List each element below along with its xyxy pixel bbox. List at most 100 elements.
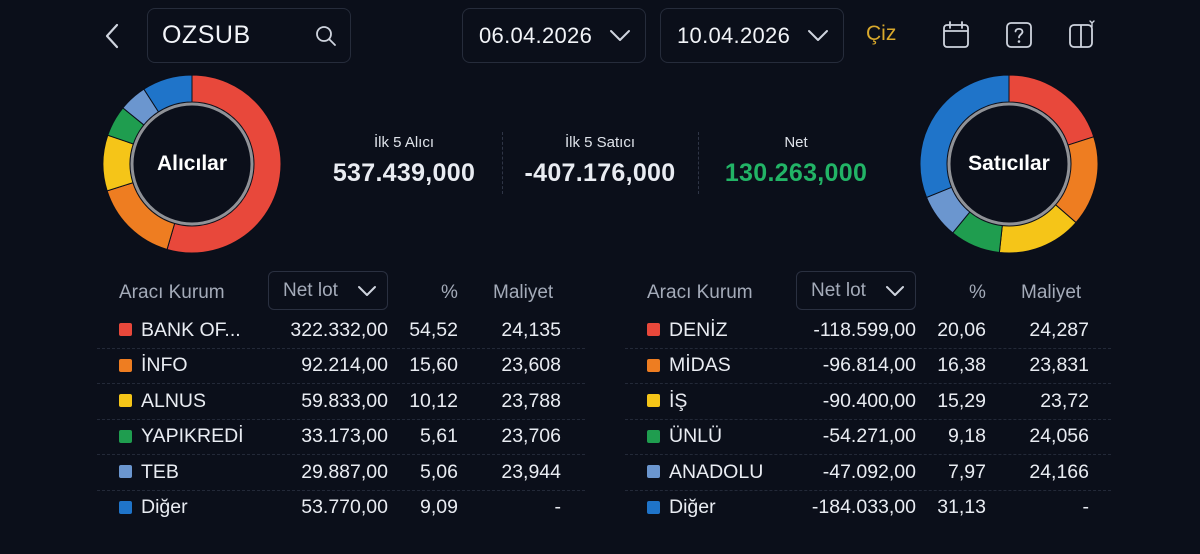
sellers-row-percent: 15,29 [937, 389, 986, 412]
layout-toggle-icon [1069, 20, 1095, 48]
buyers-donut-svg [102, 74, 282, 254]
search-icon[interactable] [314, 24, 338, 48]
buyers-donut-slice[interactable] [143, 74, 193, 113]
end-date-select[interactable]: 10.04.2026 [660, 8, 844, 63]
sellers-row-net-lot: -118.599,00 [813, 318, 916, 341]
buyers-donut-slice[interactable] [166, 74, 282, 254]
sellers-sort-select[interactable]: Net lot [796, 271, 916, 310]
buyers-row-net-lot: 33.173,00 [301, 425, 388, 448]
buyers-row-broker-name[interactable]: Diğer [141, 496, 188, 519]
top5-buyers-value: 537.439,000 [332, 159, 476, 187]
buyers-sort-select[interactable]: Net lot [268, 271, 388, 310]
buyers-row-broker-name[interactable]: YAPIKREDİ [141, 425, 244, 448]
sellers-row-cost: 23,831 [1029, 354, 1089, 377]
buyers-row-net-lot: 59.833,00 [301, 389, 388, 412]
help-button[interactable] [1002, 18, 1036, 52]
sellers-donut-chart: Satıcılar [919, 74, 1099, 254]
legend-swatch [119, 323, 132, 337]
back-button[interactable] [98, 18, 126, 54]
legend-swatch [647, 394, 660, 408]
top5-sellers-summary: İlk 5 Satıcı -407.176,000 [512, 134, 688, 188]
net-label: Net [784, 134, 808, 151]
buyers-row-broker-name[interactable]: TEB [141, 460, 179, 483]
sellers-row-cost: - [1082, 496, 1090, 519]
buyers-row-broker-name[interactable]: İNFO [141, 354, 188, 377]
buyers-row-net-lot: 322.332,00 [290, 318, 388, 341]
legend-swatch [119, 358, 132, 372]
start-date-value: 06.04.2026 [479, 22, 593, 48]
legend-swatch [119, 465, 132, 479]
summary-divider [502, 132, 503, 194]
buyers-row-net-lot: 29.887,00 [301, 460, 388, 483]
calendar-button[interactable] [939, 18, 973, 52]
sellers-row-broker-name[interactable]: Diğer [669, 496, 716, 519]
sellers-donut-svg [919, 74, 1099, 254]
buyers-header-cost: Maliyet [493, 282, 554, 303]
buyers-sort-label: Net lot [283, 279, 338, 301]
net-summary: Net 130.263,000 [708, 134, 884, 188]
buyers-row-broker-name[interactable]: ALNUS [141, 389, 207, 412]
sellers-sort-label: Net lot [811, 279, 866, 301]
buyers-row-net-lot: 92.214,00 [301, 354, 388, 377]
legend-swatch [647, 358, 660, 372]
row-divider [625, 418, 1111, 420]
sellers-header-pct: % [969, 282, 986, 303]
row-divider [625, 454, 1111, 455]
top5-buyers-label: İlk 5 Alıcı [373, 134, 435, 151]
legend-swatch [647, 323, 660, 337]
legend-swatch [119, 500, 132, 514]
row-divider [97, 383, 585, 384]
chevron-left-icon [105, 23, 119, 49]
buyers-row-percent: 9,09 [420, 496, 458, 519]
buyers-donut-hole [134, 106, 250, 222]
row-divider [97, 489, 585, 491]
sellers-row-broker-name[interactable]: DENİZ [669, 318, 728, 341]
legend-swatch [647, 500, 660, 514]
legend-swatch [647, 429, 660, 443]
net-value: 130.263,000 [724, 159, 868, 187]
sellers-row-percent: 7,97 [948, 460, 986, 483]
buyers-row-net-lot: 53.770,00 [301, 496, 388, 519]
row-divider [97, 347, 585, 349]
sellers-row-net-lot: -90.400,00 [822, 389, 916, 412]
sellers-row-percent: 31,13 [937, 496, 986, 519]
buyers-row-cost: 23,608 [501, 354, 561, 377]
buyers-row-percent: 15,60 [409, 354, 458, 377]
symbol-search[interactable]: OZSUB [147, 8, 351, 63]
search-input[interactable]: OZSUB [162, 21, 251, 49]
sellers-donut-slice[interactable] [919, 74, 1010, 199]
end-date-value: 10.04.2026 [677, 22, 791, 48]
sellers-row-broker-name[interactable]: İŞ [669, 389, 688, 412]
buyers-row-percent: 10,12 [409, 389, 458, 412]
top5-buyers-summary: İlk 5 Alıcı 537.439,000 [318, 134, 490, 188]
sellers-row-cost: 24,166 [1029, 460, 1089, 483]
buyers-donut-label: Alıcılar [156, 152, 228, 175]
sellers-row-cost: 24,056 [1029, 425, 1089, 448]
help-icon [1006, 22, 1032, 48]
buyers-row-cost: 23,706 [501, 425, 561, 448]
sellers-row-cost: 24,287 [1029, 318, 1089, 341]
sellers-row-net-lot: -96.814,00 [822, 354, 916, 377]
row-divider [97, 454, 585, 455]
buyers-donut-chart: Alıcılar [102, 74, 282, 254]
sellers-donut-inner-ring [947, 102, 1071, 226]
row-divider [625, 489, 1111, 491]
buyers-row-percent: 54,52 [409, 318, 458, 341]
layout-button[interactable] [1065, 18, 1099, 52]
calendar-icon [943, 21, 969, 48]
buyers-row-cost: 23,944 [501, 460, 561, 483]
buyers-row-cost: 24,135 [501, 318, 561, 341]
draw-button[interactable]: Çiz [866, 22, 897, 45]
start-date-select[interactable]: 06.04.2026 [462, 8, 646, 63]
legend-swatch [119, 429, 132, 443]
legend-swatch [119, 394, 132, 408]
sellers-row-percent: 9,18 [948, 425, 986, 448]
sellers-row-net-lot: -47.092,00 [822, 460, 916, 483]
sellers-row-broker-name[interactable]: MİDAS [669, 354, 731, 377]
sellers-row-broker-name[interactable]: ÜNLÜ [669, 425, 723, 448]
sellers-row-broker-name[interactable]: ANADOLU [669, 460, 764, 483]
row-divider [97, 418, 585, 420]
row-divider [625, 347, 1111, 349]
buyers-row-broker-name[interactable]: BANK OF... [141, 318, 241, 341]
buyers-row-percent: 5,06 [420, 460, 458, 483]
